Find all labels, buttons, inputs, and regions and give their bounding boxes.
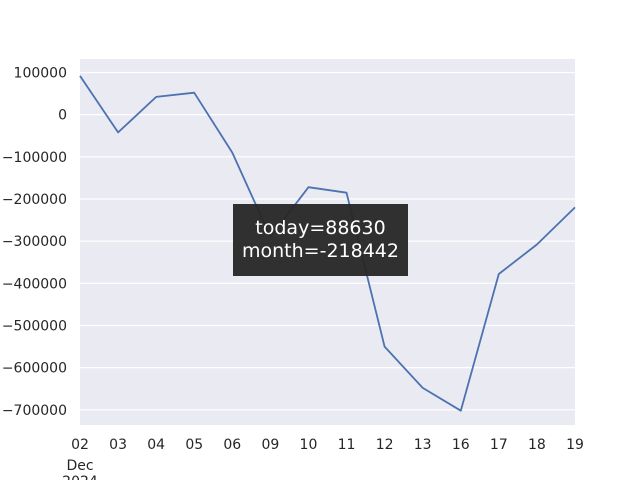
x-tick-label: 05: [185, 437, 203, 453]
x-tick-label: 04: [147, 437, 165, 453]
tooltip-month: month=-218442: [242, 240, 399, 262]
y-tick-label: −300000: [2, 234, 67, 250]
x-tick-label: 18: [528, 437, 546, 453]
x-axis-ticks: 02 03 04 05 06 09 10 11 12 13 16 17 18 19 Dec2024: [62, 437, 584, 480]
y-tick-label: −200000: [2, 192, 67, 208]
y-tick-label: 100000: [14, 65, 67, 81]
x-tick-sublabel: 2024: [62, 474, 98, 480]
y-tick-label: −500000: [2, 318, 67, 334]
y-tick-label: 0: [58, 108, 67, 124]
tooltip-today: today=88630: [255, 217, 386, 239]
series-line: [79, 75, 576, 412]
hover-tooltip: today=88630 month=-218442: [233, 204, 408, 276]
x-tick-label: 17: [490, 437, 508, 453]
x-tick-label: 10: [300, 437, 318, 453]
y-tick-label: −700000: [2, 403, 67, 419]
x-tick-label: 09: [261, 437, 279, 453]
x-tick-label: 03: [109, 437, 127, 453]
x-tick-label: 11: [338, 437, 356, 453]
y-tick-label: −100000: [2, 150, 67, 166]
series-group: [79, 75, 576, 412]
x-tick-label: 02: [71, 437, 89, 453]
y-tick-label: −400000: [2, 276, 67, 292]
y-axis-ticks: 100000 0 −100000 −200000 −300000 −400000 −5000…: [2, 65, 67, 418]
x-tick-label: 19: [566, 437, 584, 453]
x-tick-sublabel: Dec: [66, 458, 93, 474]
x-tick-label: 16: [452, 437, 470, 453]
grid-lines: [80, 71, 575, 411]
y-tick-label: −600000: [2, 361, 67, 377]
x-tick-label: 06: [223, 437, 241, 453]
x-tick-label: 13: [414, 437, 432, 453]
x-tick-label: 12: [376, 437, 394, 453]
